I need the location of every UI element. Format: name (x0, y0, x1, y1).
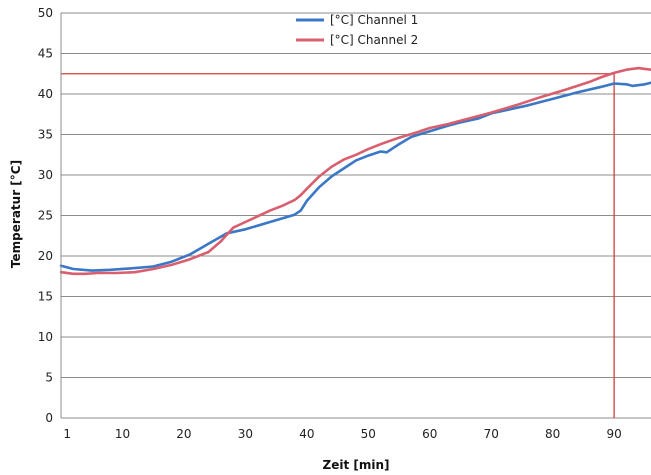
x-tick-label: 70 (484, 427, 499, 441)
x-tick-label: 10 (115, 427, 130, 441)
y-tick-label: 25 (38, 209, 53, 223)
y-tick-label: 40 (38, 87, 53, 101)
y-tick-label: 45 (38, 47, 53, 61)
y-tick-label: 50 (38, 6, 53, 20)
y-tick-label: 20 (38, 249, 53, 263)
y-tick-label: 5 (45, 371, 53, 385)
series-layer (59, 66, 651, 276)
series-line-channel-1 (59, 81, 651, 272)
x-axis-title: Zeit [min] (323, 458, 390, 472)
x-tick-label: 40 (299, 427, 314, 441)
y-tick-label: 35 (38, 128, 53, 142)
legend-label-channel-1: [°C] Channel 1 (330, 13, 418, 27)
y-tick-label: 30 (38, 168, 53, 182)
x-tick-label: 20 (176, 427, 191, 441)
y-axis-title: Temperatur [°C] (9, 160, 23, 268)
legend: [°C] Channel 1 [°C] Channel 2 (296, 13, 418, 47)
x-tick-label: 1 (63, 427, 71, 441)
x-tick-label: 50 (361, 427, 376, 441)
grid-layer (61, 12, 651, 419)
series-line-channel-2 (59, 66, 651, 276)
y-tick-label: 0 (45, 411, 53, 425)
x-tick-label: 80 (545, 427, 560, 441)
y-tick-label: 10 (38, 330, 53, 344)
x-tick-label: 30 (238, 427, 253, 441)
legend-label-channel-2: [°C] Channel 2 (330, 33, 418, 47)
axes-layer: 0 5 10 15 20 25 30 35 40 45 50 1 10 20 30 40 50 60 70 80 90 (38, 6, 622, 441)
x-tick-label: 90 (606, 427, 621, 441)
x-tick-label: 60 (422, 427, 437, 441)
y-tick-label: 15 (38, 290, 53, 304)
reference-lines (61, 73, 615, 418)
